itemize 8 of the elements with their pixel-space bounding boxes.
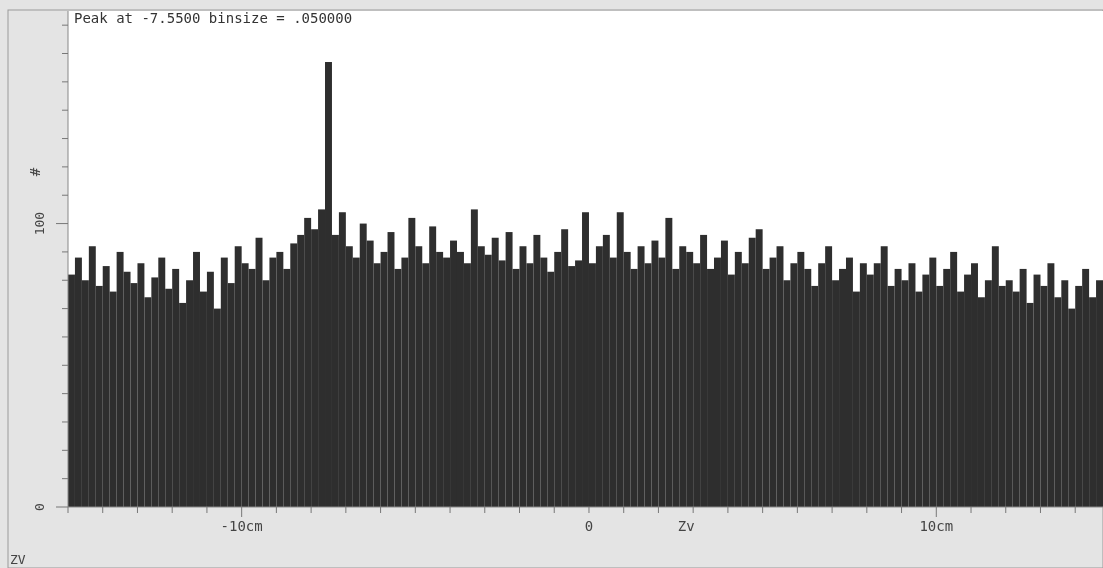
x-tick-label: -10cm <box>220 518 263 534</box>
x-axis-title: Zv <box>677 518 695 534</box>
y-tick-label: 100 <box>32 211 47 236</box>
x-tick-label: 10cm <box>919 518 954 534</box>
text: ZV <box>10 552 26 567</box>
x-tick-label: 0 <box>584 518 594 534</box>
chart-title: Peak at -7.5500 binsize = .050000 <box>74 10 353 26</box>
y-axis-title: # <box>27 167 43 177</box>
